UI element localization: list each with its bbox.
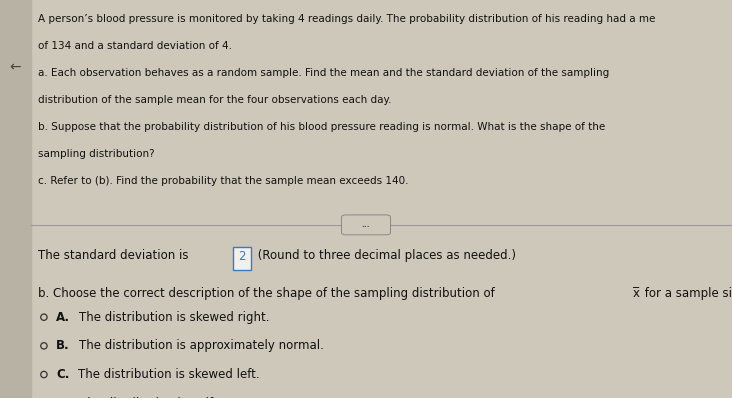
Text: The distribution is uniform.: The distribution is uniform. <box>80 397 240 398</box>
Text: distribution of the sample mean for the four observations each day.: distribution of the sample mean for the … <box>38 95 392 105</box>
FancyBboxPatch shape <box>233 247 251 270</box>
Text: The distribution is skewed left.: The distribution is skewed left. <box>78 368 260 381</box>
Text: A.: A. <box>56 311 70 324</box>
Text: a. Each observation behaves as a random sample. Find the mean and the standard d: a. Each observation behaves as a random … <box>38 68 609 78</box>
Text: b. Choose the correct description of the shape of the sampling distribution of: b. Choose the correct description of the… <box>38 287 498 300</box>
FancyBboxPatch shape <box>341 215 391 235</box>
Text: D.: D. <box>56 397 70 398</box>
Text: ...: ... <box>362 220 370 229</box>
Bar <box>0 0 31 398</box>
Text: x̅: x̅ <box>632 287 639 300</box>
Text: B.: B. <box>56 339 70 352</box>
Text: ←: ← <box>10 60 21 75</box>
Text: c. Refer to (b). Find the probability that the sample mean exceeds 140.: c. Refer to (b). Find the probability th… <box>38 176 408 186</box>
Text: 2: 2 <box>238 250 246 263</box>
Text: sampling distribution?: sampling distribution? <box>38 149 154 159</box>
Text: b. Suppose that the probability distribution of his blood pressure reading is no: b. Suppose that the probability distribu… <box>38 122 605 132</box>
Text: The distribution is skewed right.: The distribution is skewed right. <box>79 311 270 324</box>
Text: The distribution is approximately normal.: The distribution is approximately normal… <box>79 339 324 352</box>
Text: of 134 and a standard deviation of 4.: of 134 and a standard deviation of 4. <box>38 41 232 51</box>
Text: (Round to three decimal places as needed.): (Round to three decimal places as needed… <box>254 249 516 262</box>
Text: A person’s blood pressure is monitored by taking 4 readings daily. The probabili: A person’s blood pressure is monitored b… <box>38 14 655 24</box>
Text: for a sample size of 4.: for a sample size of 4. <box>641 287 732 300</box>
Text: C.: C. <box>56 368 70 381</box>
Text: The standard deviation is: The standard deviation is <box>38 249 193 262</box>
